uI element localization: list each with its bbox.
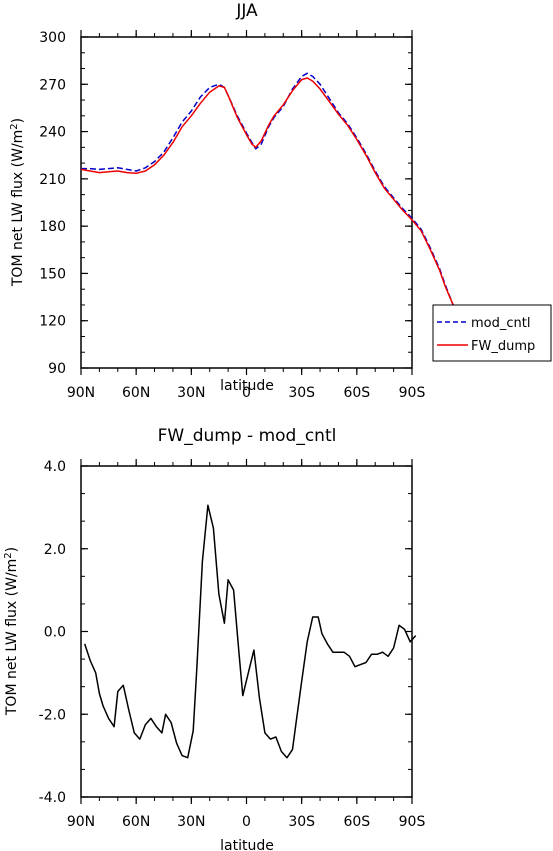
y-tick-label: 270: [39, 77, 66, 93]
x-tick-label: 90N: [67, 385, 95, 401]
x-tick-label: 90S: [399, 385, 426, 401]
series-line-fw-dump: [80, 77, 479, 330]
x-tick-label: 0: [242, 385, 251, 401]
y-tick-label: 150: [39, 266, 66, 282]
x-tick-label: 30N: [177, 814, 205, 830]
x-tick-labels-top: 90N 60N 30N 0 30S 60S 90S: [67, 385, 426, 401]
series-line-difference: [83, 504, 417, 759]
x-tick-label: 90S: [399, 814, 426, 830]
y-tick-label: 120: [39, 314, 66, 330]
y-tick-label: 180: [39, 219, 66, 235]
x-tick-label: 0: [242, 814, 251, 830]
x-tick-label: 60S: [343, 385, 370, 401]
tick-marks-bottom: [80, 459, 413, 804]
x-tick-label: 30N: [177, 385, 205, 401]
y-tick-label: 4.0: [44, 459, 66, 475]
y-tick-labels-top: 90 120 150 180 210 240 270 300: [39, 30, 66, 377]
y-tick-label: 300: [39, 30, 66, 46]
chart-title-top: JJA: [235, 1, 258, 21]
x-tick-label: 60N: [122, 385, 150, 401]
y-axis-label-bottom: TOM net LW flux (W/m2): [3, 547, 21, 716]
x-tick-label: 90N: [67, 814, 95, 830]
x-axis-label-top: latitude: [220, 378, 274, 394]
y-tick-label: -2.0: [39, 707, 66, 723]
tick-marks-top: [80, 30, 413, 375]
legend-box: [432, 304, 552, 362]
panel-top: JJA 90 120 150 180 210 240 270 300 90N 60N 30N 0 30…: [9, 1, 552, 401]
panel-bottom: FW_dump - mod_cntl -4.0 -2.0 0.0 2.0 4.0 90N…: [3, 426, 426, 851]
x-tick-label: 30S: [288, 385, 315, 401]
legend-label-fw-dump: FW_dump: [471, 339, 535, 354]
series-group-bottom: [83, 504, 417, 759]
x-tick-label: 30S: [288, 814, 315, 830]
y-tick-label: 90: [48, 361, 66, 377]
chart-title-bottom: FW_dump - mod_cntl: [158, 426, 337, 446]
series-group-top: [80, 72, 479, 330]
y-tick-label: 2.0: [44, 542, 66, 558]
x-tick-label: 60N: [122, 814, 150, 830]
y-tick-labels-bottom: -4.0 -2.0 0.0 2.0 4.0: [39, 459, 66, 806]
y-tick-label: 0.0: [44, 625, 66, 641]
x-tick-label: 60S: [343, 814, 370, 830]
y-tick-label: -4.0: [39, 790, 66, 806]
y-axis-label-top: TOM net LW flux (W/m2): [9, 118, 27, 287]
x-axis-label-bottom: latitude: [220, 838, 274, 851]
y-tick-label: 240: [39, 125, 66, 141]
series-line-mod-cntl: [81, 72, 479, 330]
plot-frame-top: [80, 36, 413, 369]
x-tick-labels-bottom: 90N 60N 30N 0 30S 60S 90S: [67, 814, 426, 830]
legend-label-mod-cntl: mod_cntl: [471, 316, 530, 331]
y-tick-label: 210: [39, 172, 66, 188]
plot-frame-bottom: [80, 465, 413, 798]
legend: mod_cntl FW_dump: [432, 304, 552, 362]
